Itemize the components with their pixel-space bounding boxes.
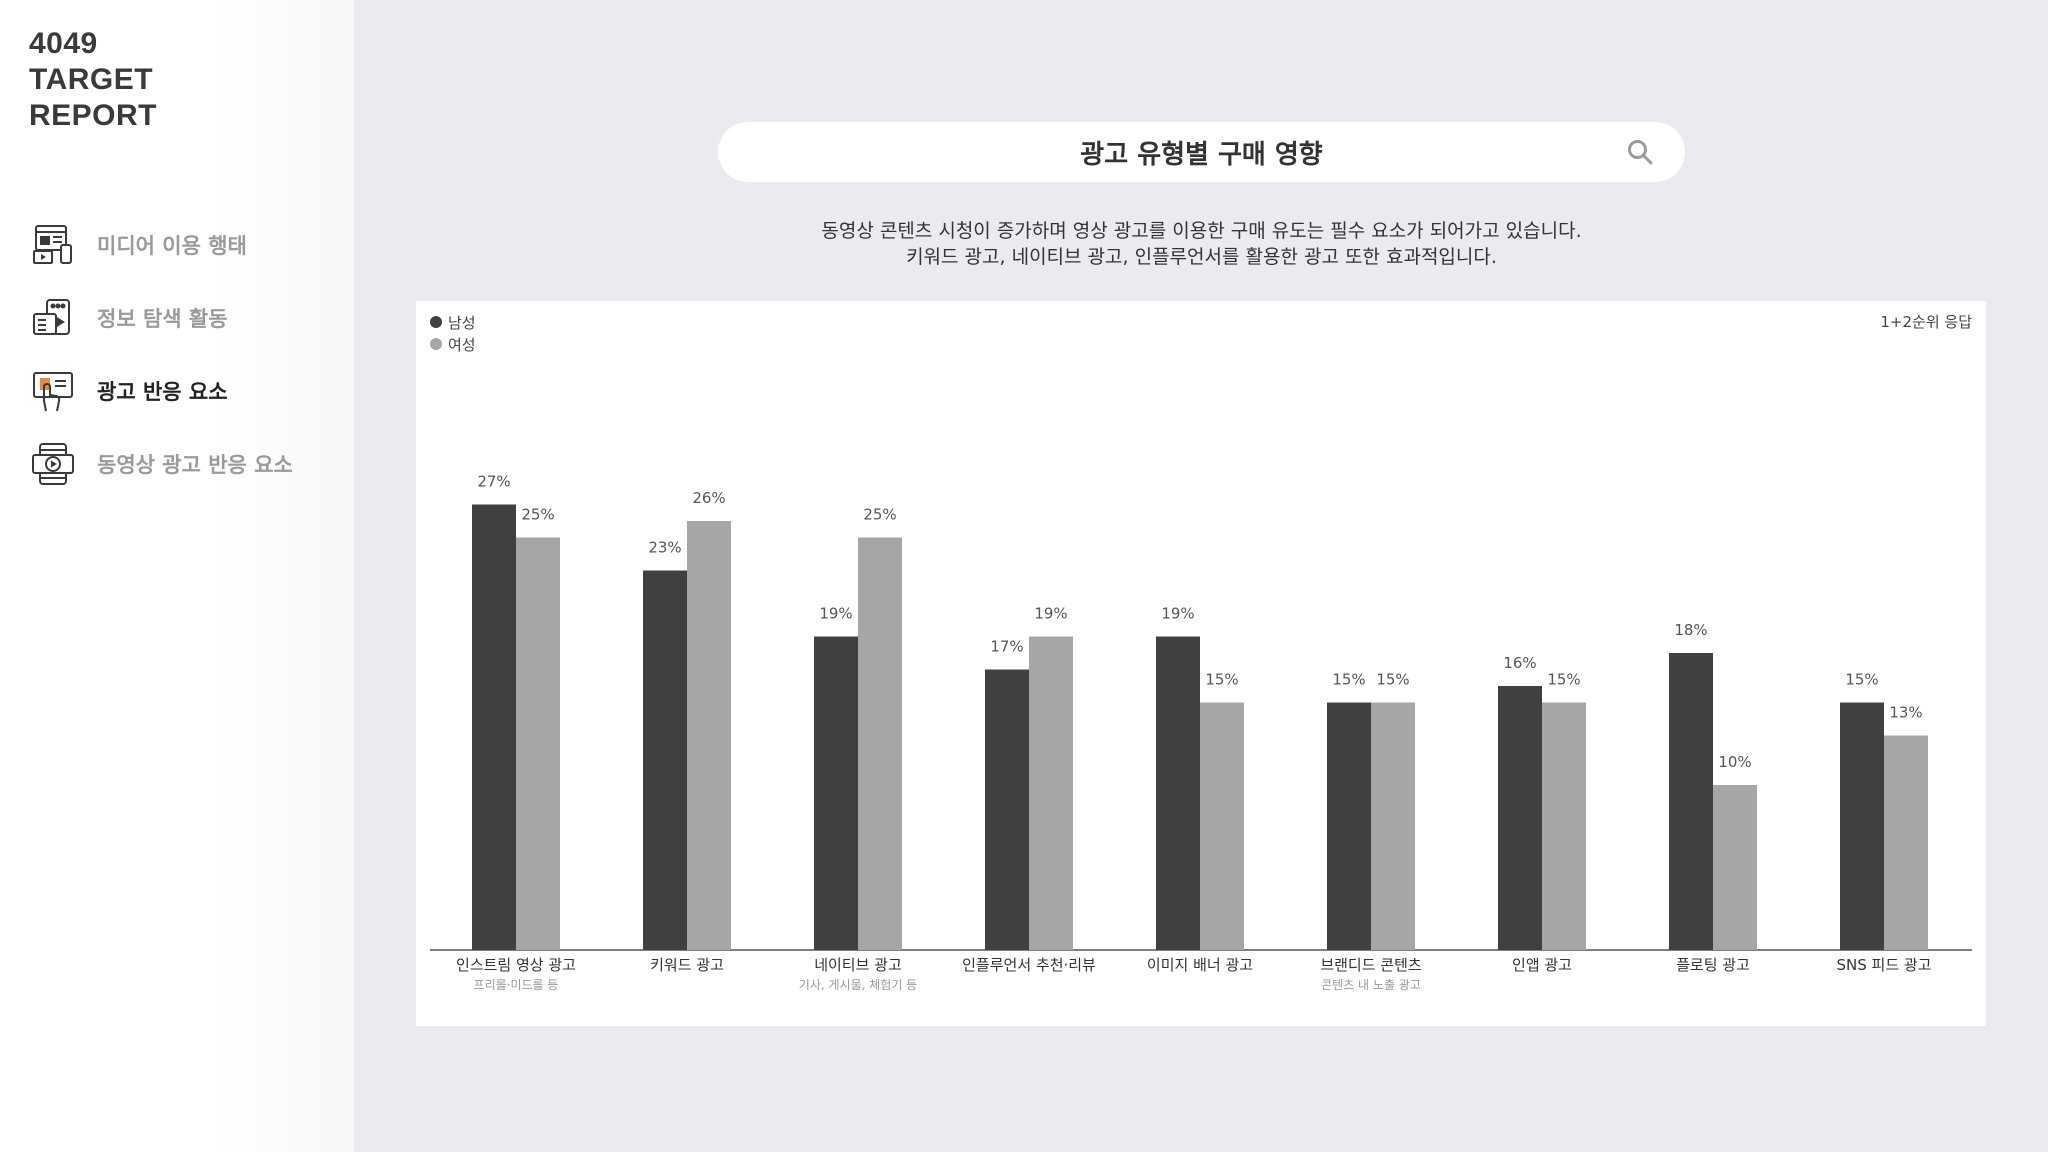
sidebar-item-label: 광고 반응 요소 bbox=[97, 379, 228, 404]
bar-female bbox=[1542, 702, 1586, 950]
sidebar-item-media-usage[interactable]: 미디어 이용 행태 bbox=[28, 208, 293, 281]
report-logo: 4049 TARGET REPORT bbox=[29, 26, 157, 134]
data-label: 18% bbox=[1674, 621, 1707, 639]
bar-female bbox=[1200, 702, 1244, 950]
bar-male bbox=[1840, 702, 1884, 950]
ad-touch-icon bbox=[28, 366, 78, 416]
legend-item-male: 남성 bbox=[430, 311, 476, 333]
page-title: 광고 유형별 구매 영향 bbox=[1080, 139, 1323, 170]
legend-label-male: 남성 bbox=[448, 313, 476, 332]
data-label: 19% bbox=[819, 605, 852, 623]
category-sublabel: 기사, 게시물, 체험기 등 bbox=[799, 978, 917, 992]
data-label: 15% bbox=[1205, 671, 1238, 689]
data-label: 13% bbox=[1889, 704, 1922, 722]
category-sublabel: 프리롤·미드롤 등 bbox=[474, 978, 559, 992]
legend-dot-male bbox=[430, 316, 442, 328]
data-label: 10% bbox=[1718, 753, 1751, 771]
sidebar-item-label: 정보 탐색 활동 bbox=[97, 306, 228, 331]
bar-female bbox=[1029, 636, 1073, 950]
bar-female bbox=[1371, 702, 1415, 950]
bar-female bbox=[1713, 785, 1757, 950]
title-search-bar[interactable]: 광고 유형별 구매 영향 bbox=[718, 122, 1685, 182]
legend-label-female: 여성 bbox=[448, 335, 476, 354]
data-label: 25% bbox=[863, 506, 896, 524]
chart-legend: 남성 여성 bbox=[430, 311, 476, 355]
category-label: 플로팅 광고 bbox=[1676, 956, 1750, 974]
sidebar-item-ad-response[interactable]: 광고 반응 요소 bbox=[28, 354, 293, 427]
logo-line-3: REPORT bbox=[29, 99, 158, 132]
search-icon[interactable] bbox=[1625, 137, 1655, 167]
category-label: 이미지 배너 광고 bbox=[1147, 956, 1253, 974]
description-line-2: 키워드 광고, 네이티브 광고, 인플루언서를 활용한 광고 또한 효과적입니다… bbox=[906, 246, 1497, 268]
category-label: 네이티브 광고 bbox=[814, 956, 902, 974]
bar-male bbox=[814, 636, 858, 950]
data-label: 15% bbox=[1376, 671, 1409, 689]
data-label: 27% bbox=[477, 473, 510, 491]
media-devices-icon bbox=[28, 220, 78, 270]
description-line-1: 동영상 콘텐츠 시청이 증가하며 영상 광고를 이용한 구매 유도는 필수 요소… bbox=[821, 220, 1582, 242]
info-search-icon bbox=[28, 293, 78, 343]
bar-male bbox=[1669, 653, 1713, 950]
bar-male bbox=[1156, 636, 1200, 950]
bar-female bbox=[516, 537, 560, 950]
page-description: 동영상 콘텐츠 시청이 증가하며 영상 광고를 이용한 구매 유도는 필수 요소… bbox=[718, 218, 1685, 270]
chart-note: 1+2순위 응답 bbox=[1880, 313, 1972, 331]
bar-male bbox=[985, 669, 1029, 950]
legend-item-female: 여성 bbox=[430, 333, 476, 355]
category-label: 인플루언서 추천·리뷰 bbox=[962, 956, 1096, 974]
video-play-icon bbox=[28, 439, 78, 489]
bar-female bbox=[1884, 735, 1928, 950]
data-label: 19% bbox=[1161, 605, 1194, 623]
data-label: 16% bbox=[1503, 654, 1536, 672]
sidebar-nav: 미디어 이용 행태 정보 탐색 활동 bbox=[28, 208, 293, 500]
bar-male bbox=[1498, 686, 1542, 950]
data-label: 15% bbox=[1845, 671, 1878, 689]
bar-male bbox=[472, 504, 516, 950]
data-label: 23% bbox=[648, 539, 681, 557]
logo-line-2: TARGET bbox=[29, 63, 154, 96]
data-label: 26% bbox=[692, 489, 725, 507]
category-label: 키워드 광고 bbox=[650, 956, 724, 974]
sidebar-item-info-search[interactable]: 정보 탐색 활동 bbox=[28, 281, 293, 354]
bar-male bbox=[1327, 702, 1371, 950]
sidebar: 4049 TARGET REPORT 미디어 이용 행태 bbox=[0, 0, 354, 1152]
category-label: 브랜디드 콘텐츠 bbox=[1320, 956, 1422, 974]
bar-male bbox=[643, 570, 687, 950]
category-label: SNS 피드 광고 bbox=[1836, 956, 1931, 974]
data-label: 17% bbox=[990, 638, 1023, 656]
category-sublabel: 콘텐츠 내 노출 광고 bbox=[1321, 978, 1421, 992]
sidebar-item-video-ad-response[interactable]: 동영상 광고 반응 요소 bbox=[28, 427, 293, 500]
category-label: 인앱 광고 bbox=[1512, 956, 1572, 974]
bar-female bbox=[858, 537, 902, 950]
legend-dot-female bbox=[430, 338, 442, 350]
data-label: 15% bbox=[1547, 671, 1580, 689]
logo-line-1: 4049 bbox=[29, 27, 98, 60]
data-label: 15% bbox=[1332, 671, 1365, 689]
data-label: 25% bbox=[521, 506, 554, 524]
sidebar-item-label: 동영상 광고 반응 요소 bbox=[97, 452, 293, 477]
category-label: 인스트림 영상 광고 bbox=[456, 956, 576, 974]
sidebar-item-label: 미디어 이용 행태 bbox=[97, 233, 247, 258]
bar-female bbox=[687, 521, 731, 950]
data-label: 19% bbox=[1034, 605, 1067, 623]
